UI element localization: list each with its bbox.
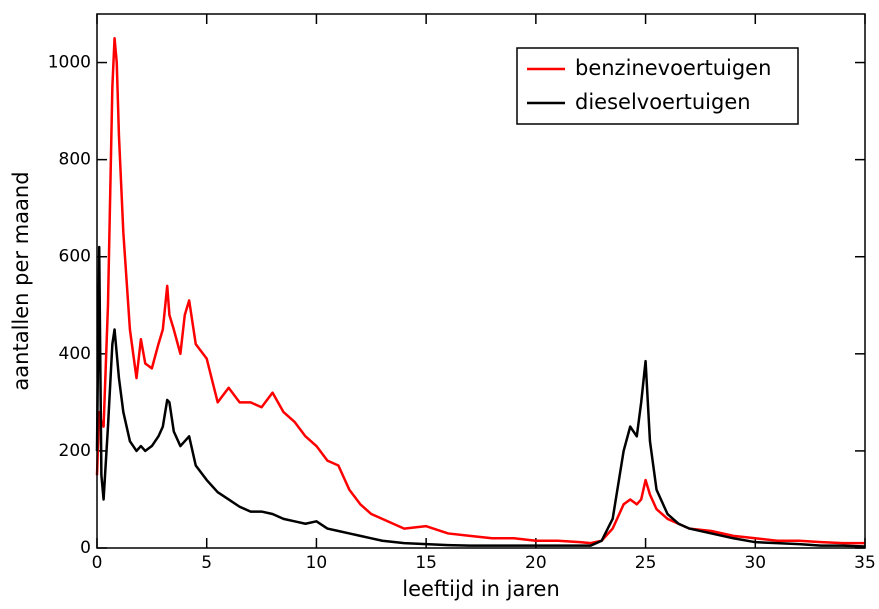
x-tick-label: 30 [744, 553, 766, 573]
legend-label: benzinevoertuigen [575, 56, 771, 80]
x-tick-label: 10 [306, 553, 328, 573]
y-tick-label: 800 [59, 150, 91, 170]
x-tick-label: 0 [92, 553, 103, 573]
x-tick-label: 25 [635, 553, 657, 573]
x-axis-label: leeftijd in jaren [402, 577, 560, 601]
x-tick-label: 15 [415, 553, 437, 573]
legend-box [516, 47, 799, 125]
y-tick-label: 0 [80, 538, 91, 558]
data-line [95, 245, 866, 548]
plot-frame [96, 13, 866, 549]
x-tick-label: 5 [201, 553, 212, 573]
y-tick-label: 200 [59, 441, 91, 461]
y-tick-label: 1000 [48, 53, 91, 73]
x-tick-label: 20 [525, 553, 547, 573]
y-tick-label: 600 [59, 247, 91, 267]
y-tick-label: 400 [59, 344, 91, 364]
legend-label: dieselvoertuigen [575, 90, 751, 114]
x-tick-label: 35 [854, 553, 876, 573]
data-line [95, 37, 865, 545]
y-axis-label: aantallen per maand [9, 171, 33, 390]
